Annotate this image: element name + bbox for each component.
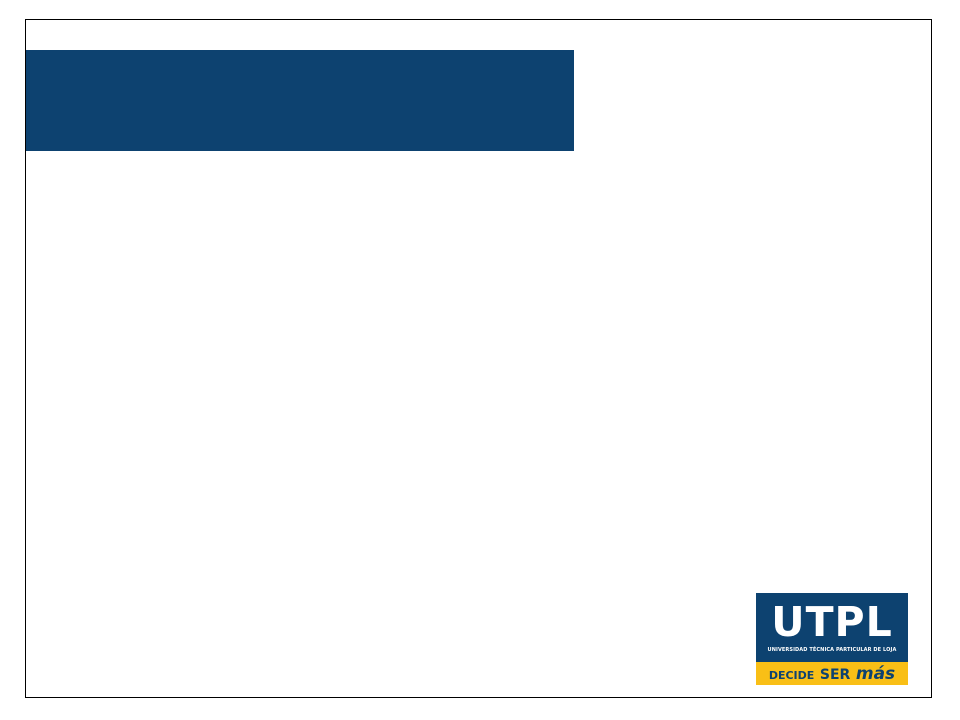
logo-tagline-decide: DECIDE	[768, 669, 815, 682]
utpl-logo: UTPL UNIVERSIDAD TÉCNICA PARTICULAR DE L…	[756, 593, 908, 685]
logo-tagline-panel: DECIDE SER más	[756, 662, 908, 685]
logo-tagline-ser: SER	[819, 667, 851, 683]
logo-wordmark: UTPL	[771, 598, 893, 646]
title-bar	[26, 50, 574, 151]
slide: UTPL UNIVERSIDAD TÉCNICA PARTICULAR DE L…	[25, 19, 932, 698]
logo-top-panel: UTPL UNIVERSIDAD TÉCNICA PARTICULAR DE L…	[756, 593, 908, 662]
logo-tagline-mas: más	[855, 664, 896, 684]
logo-subtitle: UNIVERSIDAD TÉCNICA PARTICULAR DE LOJA	[767, 647, 897, 653]
